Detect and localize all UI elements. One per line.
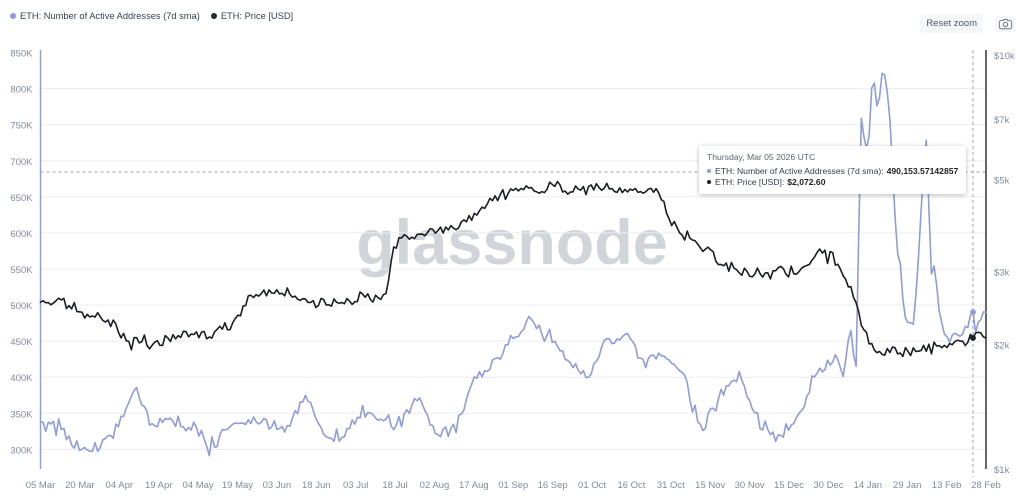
svg-text:$2k: $2k — [994, 340, 1010, 351]
svg-text:$7k: $7k — [994, 115, 1010, 126]
svg-text:500K: 500K — [10, 301, 33, 312]
svg-text:$3k: $3k — [994, 267, 1010, 278]
svg-text:18 Jul: 18 Jul — [382, 480, 407, 491]
svg-text:03 Jun: 03 Jun — [263, 480, 292, 491]
svg-text:15 Dec: 15 Dec — [774, 480, 804, 491]
svg-text:03 Jul: 03 Jul — [343, 480, 368, 491]
svg-text:700K: 700K — [10, 157, 33, 168]
svg-text:300K: 300K — [10, 445, 33, 456]
svg-text:29 Jan: 29 Jan — [893, 480, 922, 491]
svg-text:350K: 350K — [10, 409, 33, 420]
svg-text:30 Dec: 30 Dec — [813, 480, 843, 491]
svg-text:05 Mar: 05 Mar — [26, 480, 56, 491]
svg-text:16 Oct: 16 Oct — [617, 480, 645, 491]
svg-text:28 Feb: 28 Feb — [971, 480, 1001, 491]
svg-text:20 Mar: 20 Mar — [65, 480, 95, 491]
svg-text:19 May: 19 May — [222, 480, 253, 491]
svg-text:600K: 600K — [10, 229, 33, 240]
svg-text:18 Jun: 18 Jun — [302, 480, 331, 491]
svg-text:$1k: $1k — [994, 465, 1010, 476]
svg-text:650K: 650K — [10, 193, 33, 204]
svg-text:02 Aug: 02 Aug — [420, 480, 450, 491]
svg-text:31 Oct: 31 Oct — [657, 480, 685, 491]
svg-text:800K: 800K — [10, 85, 33, 96]
svg-text:04 Apr: 04 Apr — [106, 480, 133, 491]
svg-text:04 May: 04 May — [183, 480, 214, 491]
svg-text:$5k: $5k — [994, 176, 1010, 187]
svg-text:$10k: $10k — [994, 51, 1015, 62]
svg-text:16 Sep: 16 Sep — [538, 480, 568, 491]
svg-text:750K: 750K — [10, 121, 33, 132]
svg-text:15 Nov: 15 Nov — [695, 480, 725, 491]
svg-text:14 Jan: 14 Jan — [854, 480, 883, 491]
svg-text:30 Nov: 30 Nov — [735, 480, 765, 491]
svg-text:550K: 550K — [10, 265, 33, 276]
svg-text:01 Sep: 01 Sep — [498, 480, 528, 491]
svg-text:400K: 400K — [10, 373, 33, 384]
svg-text:13 Feb: 13 Feb — [932, 480, 962, 491]
svg-text:450K: 450K — [10, 337, 33, 348]
svg-text:850K: 850K — [10, 49, 33, 60]
svg-text:17 Aug: 17 Aug — [459, 480, 489, 491]
svg-text:19 Apr: 19 Apr — [145, 480, 172, 491]
svg-text:01 Oct: 01 Oct — [578, 480, 606, 491]
